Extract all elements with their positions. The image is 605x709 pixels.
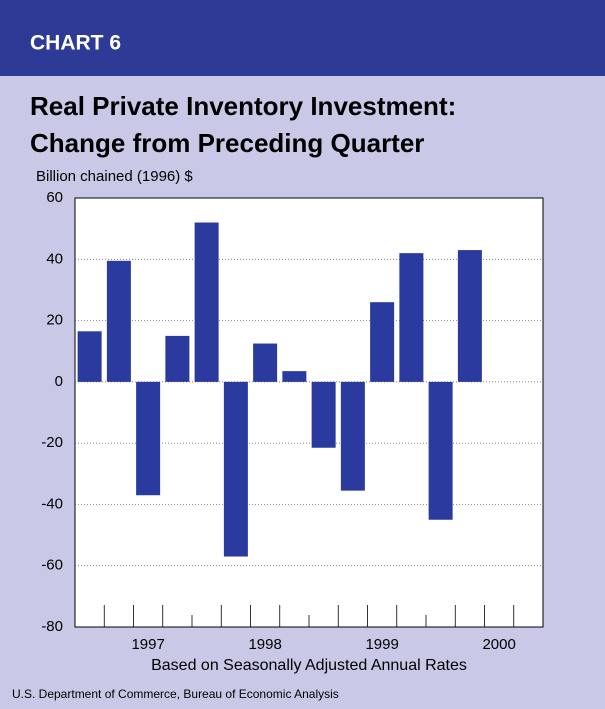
bar (165, 335, 190, 382)
bar (370, 302, 395, 382)
y-axis-label: Billion chained (1996) $ (36, 168, 193, 185)
y-tick-label: 40 (46, 250, 63, 267)
bar (457, 250, 482, 382)
x-tick-label: 1997 (131, 636, 164, 653)
y-tick-label: -40 (41, 495, 63, 512)
x-tick-label: 1999 (365, 636, 398, 653)
bar (77, 331, 102, 382)
bar (253, 343, 278, 382)
bar (194, 222, 219, 382)
y-tick-label: 60 (46, 189, 63, 206)
y-tick-label: -60 (41, 557, 63, 574)
bar (282, 371, 307, 382)
header: CHART 6 (30, 32, 121, 55)
bar (340, 381, 365, 491)
x-tick-label: 2000 (482, 636, 515, 653)
bar (223, 381, 248, 557)
y-tick-label: -20 (41, 434, 63, 451)
x-axis-label: Based on Seasonally Adjusted Annual Rate… (151, 657, 467, 674)
y-tick-label: 20 (46, 312, 63, 329)
bar (106, 260, 131, 382)
y-tick-label: -80 (41, 618, 63, 635)
bar (399, 253, 424, 382)
chart-title: Change from Preceding Quarter (30, 128, 424, 158)
chart-title: Real Private Inventory Investment: (30, 91, 456, 121)
x-tick-label: 1998 (248, 636, 281, 653)
source: U.S. Department of Commerce, Bureau of E… (12, 687, 339, 701)
y-tick-label: 0 (55, 373, 63, 390)
bar (136, 381, 161, 496)
bar (428, 381, 453, 520)
bar (311, 381, 336, 448)
header-band (0, 0, 605, 76)
